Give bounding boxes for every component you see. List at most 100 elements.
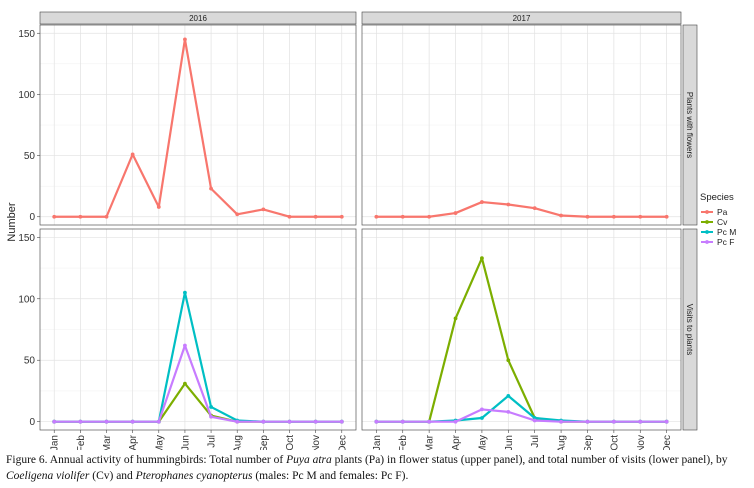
x-tick-label: Dec <box>337 435 348 450</box>
data-point <box>611 419 616 424</box>
data-point <box>339 214 344 219</box>
data-point <box>183 37 187 42</box>
legend-key-point <box>705 240 709 244</box>
column-strip-2017 <box>361 11 682 25</box>
row-strip-1 <box>682 228 698 431</box>
data-point <box>313 214 318 219</box>
data-point <box>52 419 57 424</box>
legend-key-point <box>705 220 709 224</box>
x-tick-label: Jan <box>372 435 383 450</box>
x-tick-label: Sep <box>259 435 270 450</box>
x-tick-label: Jul <box>207 435 218 448</box>
data-point <box>156 205 161 209</box>
data-point <box>611 214 616 219</box>
data-point <box>287 214 292 219</box>
x-tick-label: May <box>477 435 488 450</box>
x-tick-label: Feb <box>76 435 87 450</box>
figure-caption: Figure 6. Annual activity of hummingbird… <box>6 452 750 484</box>
y-tick-label: 50 <box>24 356 36 367</box>
x-tick-label: Nov <box>636 435 647 450</box>
x-tick-label: Nov <box>311 435 322 450</box>
y-axes: 0 50 100 150 0 50 100 150 <box>18 29 40 428</box>
legend-key-point <box>705 230 709 234</box>
series-line-pa <box>376 200 667 218</box>
faceted-line-chart: 2016 2017 Plants with flowers Visits to pla… <box>6 11 736 450</box>
data-point <box>480 407 484 412</box>
x-tick-label: May <box>154 435 165 450</box>
data-point <box>209 405 213 409</box>
data-point <box>559 419 563 424</box>
y-tick-label: 150 <box>18 29 35 40</box>
data-point <box>183 381 187 386</box>
facet-strips: 2016 2017 Plants with flowers Visits to pla… <box>39 11 698 431</box>
y-axis-label: Number <box>6 202 18 241</box>
data-point <box>480 200 484 204</box>
data-point <box>427 214 432 219</box>
y-tick-label: 0 <box>29 417 35 428</box>
y-tick-label: 0 <box>29 212 35 223</box>
legend-label: Pc F <box>717 237 734 247</box>
x-axes: Jan Feb Mar Apr May Jun Jul Aug Sep Oct Nov Dec Jan F… <box>50 430 673 450</box>
legend-title: Species <box>700 192 734 203</box>
data-point <box>183 290 187 295</box>
data-point <box>506 358 511 363</box>
data-point <box>374 214 379 219</box>
data-point <box>209 186 213 191</box>
column-strip-label: 2017 <box>513 14 531 23</box>
y-tick-label: 50 <box>24 151 36 162</box>
x-tick-label: Aug <box>557 435 568 450</box>
legend-label: Pa <box>717 207 728 217</box>
data-point <box>209 414 213 419</box>
data-point <box>235 212 240 217</box>
column-strip-2016 <box>39 11 357 25</box>
data-point <box>287 419 292 424</box>
caption-text-2: plants (Pa) in flower status (upper pane… <box>331 454 728 466</box>
data-point <box>374 419 379 424</box>
data-point <box>532 418 537 423</box>
data-point <box>453 211 458 215</box>
data-point <box>585 214 590 219</box>
data-point <box>400 419 405 424</box>
data-point <box>638 214 643 219</box>
caption-species-pterophanes: Pterophanes cyanopterus <box>135 470 253 482</box>
x-tick-label: Apr <box>128 434 139 450</box>
data-point <box>506 409 511 414</box>
x-tick-label: Dec <box>662 435 673 450</box>
data-point <box>313 419 318 424</box>
data-point <box>104 419 109 424</box>
panel-border <box>39 228 357 431</box>
data-point <box>261 419 266 424</box>
data-point <box>453 419 458 424</box>
data-point <box>453 316 458 321</box>
series-line-pa <box>54 38 342 218</box>
x-tick-label: Jun <box>504 435 515 450</box>
x-tick-label: Jan <box>50 435 61 450</box>
column-strip-label: 2016 <box>189 14 207 23</box>
series-line-pc-f <box>54 344 342 423</box>
y-tick-label: 100 <box>18 90 35 101</box>
data-point <box>78 214 83 219</box>
x-tick-label: Oct <box>609 435 620 450</box>
x-tick-label: Jun <box>180 435 191 450</box>
panel-border <box>361 24 682 226</box>
caption-text-1: Figure 6. Annual activity of hummingbird… <box>6 454 287 466</box>
y-tick-label: 100 <box>18 294 35 305</box>
data-point <box>664 214 669 219</box>
x-tick-label: Apr <box>451 434 462 450</box>
caption-text-4: (males: Pc M and females: Pc F). <box>252 470 409 482</box>
x-tick-label: Mar <box>425 434 436 450</box>
panel-border <box>361 228 682 431</box>
x-tick-label: Oct <box>285 435 296 450</box>
data-point <box>400 214 405 219</box>
data-point <box>78 419 83 424</box>
data-point <box>664 419 669 424</box>
data-point <box>506 393 511 398</box>
facet-panels <box>39 24 682 431</box>
caption-text-3: (Cv) and <box>89 470 136 482</box>
data-point <box>532 206 537 211</box>
data-point <box>638 419 643 424</box>
y-tick-label: 150 <box>18 233 35 244</box>
data-point <box>156 419 161 424</box>
data-point <box>427 419 432 424</box>
legend-label: Cv <box>717 217 728 227</box>
